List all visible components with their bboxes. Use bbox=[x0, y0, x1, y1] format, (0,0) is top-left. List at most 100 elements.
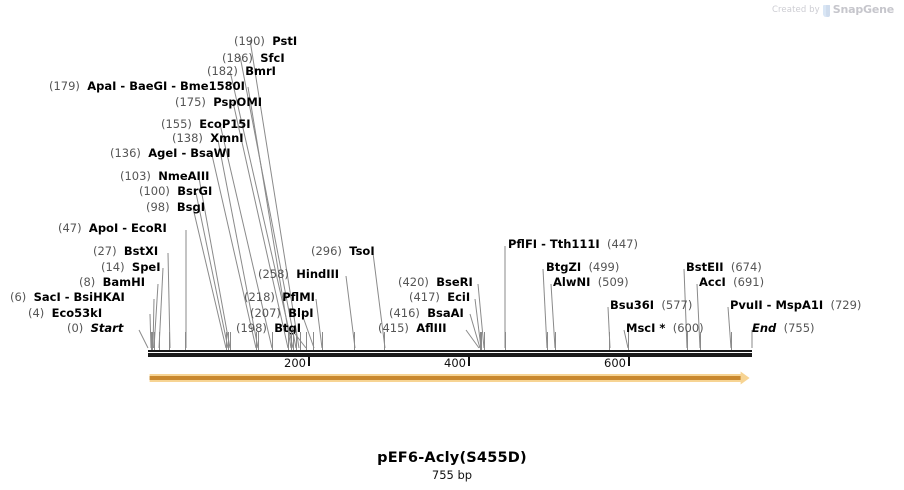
site-enzyme-name[interactable]: BstEII bbox=[686, 260, 724, 274]
site-position: (258) bbox=[258, 267, 289, 281]
site-enzyme-name[interactable]: ApoI bbox=[88, 221, 119, 235]
site-enzyme-name[interactable]: BsaWI bbox=[190, 146, 231, 160]
site-enzyme-name[interactable]: BaeGI bbox=[129, 79, 168, 93]
restriction-site-label[interactable]: (207) BlpI bbox=[250, 307, 313, 320]
site-enzyme-name[interactable]: ApaI bbox=[87, 79, 117, 93]
site-enzyme-name[interactable]: SfcI bbox=[260, 51, 285, 65]
restriction-site-label[interactable]: BtgZI (499) bbox=[546, 261, 619, 274]
restriction-site-label[interactable]: (47) ApoI - EcoRI bbox=[58, 222, 167, 235]
restriction-site-label[interactable]: (27) BstXI bbox=[93, 245, 158, 258]
site-position: (0) bbox=[67, 321, 84, 335]
restriction-site-label[interactable]: (136) AgeI - BsaWI bbox=[110, 147, 231, 160]
site-enzyme-name[interactable]: PflMI bbox=[282, 290, 315, 304]
site-enzyme-name[interactable]: AgeI bbox=[148, 146, 178, 160]
restriction-site-label[interactable]: (296) TsoI bbox=[311, 245, 375, 258]
site-enzyme-name[interactable]: Eco53kI bbox=[51, 306, 103, 320]
site-enzyme-name[interactable]: SpeI bbox=[131, 260, 161, 274]
restriction-site-label[interactable]: MscI * (600) bbox=[626, 322, 704, 335]
site-enzyme-name[interactable]: AflIII bbox=[416, 321, 447, 335]
restriction-site-label[interactable]: (8) BamHI bbox=[79, 276, 145, 289]
leader-line bbox=[542, 268, 548, 349]
site-name-separator: - bbox=[762, 298, 776, 312]
site-enzyme-name[interactable]: BsgI bbox=[176, 200, 206, 214]
site-enzyme-name[interactable]: Bsu36I bbox=[610, 298, 655, 312]
restriction-site-label[interactable]: (417) EciI bbox=[409, 291, 470, 304]
restriction-site-label[interactable]: (182) BmrI bbox=[207, 65, 276, 78]
restriction-site-label[interactable]: (6) SacI - BsiHKAI bbox=[10, 291, 125, 304]
site-enzyme-name[interactable]: BtgI bbox=[274, 321, 302, 335]
restriction-site-label[interactable]: (4) Eco53kI bbox=[28, 307, 102, 320]
site-enzyme-name[interactable]: PspOMI bbox=[213, 95, 263, 109]
restriction-site-label[interactable]: (190) PstI bbox=[234, 35, 297, 48]
restriction-site-label[interactable]: (415) AflIII bbox=[378, 322, 447, 335]
site-enzyme-name[interactable]: EcoP15I bbox=[199, 117, 251, 131]
restriction-site-label[interactable]: (98) BsgI bbox=[146, 201, 205, 214]
restriction-site-label[interactable]: AlwNI (509) bbox=[553, 276, 629, 289]
site-enzyme-name[interactable]: BsiHKAI bbox=[73, 290, 125, 304]
ruler-tick-600 bbox=[628, 357, 630, 366]
restriction-site-label[interactable]: (186) SfcI bbox=[222, 52, 285, 65]
ruler-tick-label-400: 400 bbox=[444, 356, 466, 370]
restriction-site-label[interactable]: PvuII - MspA1I (729) bbox=[730, 299, 861, 312]
site-enzyme-name[interactable]: Start bbox=[90, 321, 124, 335]
plasmid-size-label: 755 bp bbox=[431, 468, 473, 482]
site-enzyme-name[interactable]: Tth111I bbox=[549, 237, 600, 251]
restriction-site-label[interactable]: End (755) bbox=[752, 322, 815, 335]
restriction-site-label[interactable]: (218) PflMI bbox=[244, 291, 315, 304]
site-enzyme-name[interactable]: MspA1I bbox=[775, 298, 824, 312]
site-enzyme-name[interactable]: HindIII bbox=[296, 267, 340, 281]
restriction-site-label[interactable]: PflFI - Tth111I (447) bbox=[508, 238, 638, 251]
site-enzyme-name[interactable]: BamHI bbox=[102, 275, 146, 289]
restriction-site-label[interactable]: (155) EcoP15I bbox=[161, 118, 251, 131]
restriction-site-label[interactable]: (258) HindIII bbox=[258, 268, 339, 281]
site-enzyme-name[interactable]: BsrGI bbox=[177, 184, 213, 198]
leader-line bbox=[195, 192, 229, 349]
site-enzyme-name[interactable]: PvuII bbox=[730, 298, 763, 312]
restriction-site-label[interactable]: BstEII (674) bbox=[686, 261, 762, 274]
site-enzyme-name[interactable]: AccI bbox=[699, 275, 726, 289]
backbone-line-upper bbox=[148, 350, 752, 352]
restriction-site-label[interactable]: (420) BseRI bbox=[398, 276, 473, 289]
site-enzyme-name[interactable]: PstI bbox=[272, 34, 298, 48]
site-enzyme-name[interactable]: BmrI bbox=[245, 64, 276, 78]
site-enzyme-name[interactable]: BtgZI bbox=[546, 260, 582, 274]
cut-site-tick bbox=[483, 332, 485, 350]
site-enzyme-name[interactable]: End bbox=[752, 321, 777, 335]
site-enzyme-name[interactable]: BseRI bbox=[436, 275, 473, 289]
restriction-site-label[interactable]: Bsu36I (577) bbox=[610, 299, 692, 312]
restriction-site-label[interactable]: (103) NmeAIII bbox=[120, 170, 209, 183]
leader-line bbox=[315, 298, 323, 349]
site-enzyme-name[interactable]: XmnI bbox=[210, 131, 244, 145]
restriction-site-label[interactable]: (100) BsrGI bbox=[139, 185, 212, 198]
cut-site-tick bbox=[627, 332, 629, 350]
cut-site-tick bbox=[158, 332, 160, 350]
restriction-site-label[interactable]: (179) ApaI - BaeGI - Bme1580I bbox=[49, 80, 245, 93]
site-enzyme-name[interactable]: TsoI bbox=[349, 244, 375, 258]
restriction-site-label[interactable]: (138) XmnI bbox=[172, 132, 244, 145]
restriction-site-label[interactable]: AccI (691) bbox=[699, 276, 764, 289]
restriction-site-label[interactable]: (0) Start bbox=[67, 322, 123, 335]
site-enzyme-name[interactable]: EciI bbox=[447, 290, 471, 304]
restriction-site-label[interactable]: (198) BtgI bbox=[236, 322, 301, 335]
cut-site-tick bbox=[152, 332, 154, 350]
site-position: (98) bbox=[146, 200, 170, 214]
site-enzyme-name[interactable]: NmeAIII bbox=[158, 169, 210, 183]
watermark-created-label: Created by bbox=[771, 4, 820, 15]
cut-site-tick bbox=[256, 332, 258, 350]
restriction-site-label[interactable]: (175) PspOMI bbox=[175, 96, 262, 109]
restriction-site-label[interactable]: (416) BsaAI bbox=[389, 307, 464, 320]
site-enzyme-name[interactable]: BstXI bbox=[123, 244, 159, 258]
cut-site-tick bbox=[384, 332, 386, 350]
site-enzyme-name[interactable]: PflFI bbox=[508, 237, 538, 251]
site-position: (14) bbox=[101, 260, 125, 274]
site-enzyme-name[interactable]: Bme1580I bbox=[180, 79, 245, 93]
site-enzyme-name[interactable]: BlpI bbox=[288, 306, 314, 320]
leader-line bbox=[198, 177, 231, 349]
restriction-site-label[interactable]: (14) SpeI bbox=[101, 261, 161, 274]
site-enzyme-name[interactable]: MscI * bbox=[626, 321, 666, 335]
site-enzyme-name[interactable]: AlwNI bbox=[553, 275, 591, 289]
site-enzyme-name[interactable]: BsaAI bbox=[427, 306, 464, 320]
site-enzyme-name[interactable]: EcoRI bbox=[131, 221, 167, 235]
site-enzyme-name[interactable]: SacI bbox=[33, 290, 61, 304]
